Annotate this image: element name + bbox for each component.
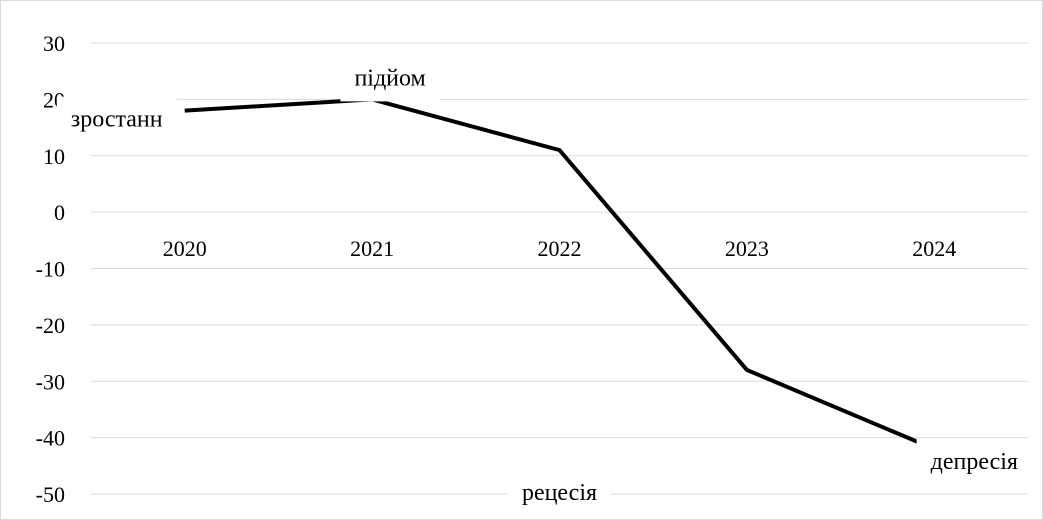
y-tick-label: 30 xyxy=(43,31,65,56)
x-category-label: 2024 xyxy=(912,236,956,261)
y-tick-label: -40 xyxy=(36,426,65,451)
annotation-text: депресія xyxy=(931,449,1018,475)
annotation-text: підйом xyxy=(354,65,425,91)
x-category-label: 2022 xyxy=(538,236,582,261)
annotation-background xyxy=(340,55,440,102)
x-axis-category-labels: 2020 2021 2022 2023 2024 xyxy=(163,236,957,261)
annotation-text: рецесія xyxy=(522,480,597,506)
y-tick-label: -30 xyxy=(36,369,65,394)
x-category-label: 2020 xyxy=(163,236,207,261)
y-tick-label: -20 xyxy=(36,313,65,338)
annotation-label: депресія xyxy=(916,438,1032,485)
data-annotations: зростанн підйом рецесія депресія xyxy=(56,55,1032,516)
y-tick-label: 10 xyxy=(43,144,65,169)
y-tick-label: 0 xyxy=(54,200,65,225)
annotation-label: рецесія xyxy=(507,470,612,516)
gridlines xyxy=(91,42,1028,495)
annotation-background xyxy=(507,470,612,516)
annotation-background xyxy=(56,96,177,143)
annotation-background xyxy=(916,438,1032,485)
series-layer xyxy=(184,97,936,451)
series-line xyxy=(184,97,936,451)
y-tick-label: -50 xyxy=(36,482,65,507)
x-category-label: 2023 xyxy=(725,236,769,261)
annotation-label: зростанн xyxy=(56,96,177,143)
annotation-text: зростанн xyxy=(71,107,163,133)
annotation-label: підйом xyxy=(340,55,440,102)
y-tick-label: -10 xyxy=(36,257,65,282)
x-category-label: 2021 xyxy=(350,236,394,261)
